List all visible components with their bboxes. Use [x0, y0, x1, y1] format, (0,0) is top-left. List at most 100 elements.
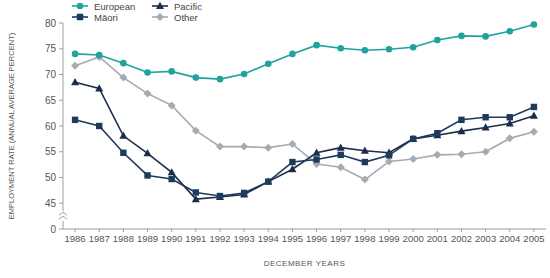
- x-axis-title: DECEMBER YEARS: [264, 259, 346, 268]
- x-tick-label: 1989: [137, 233, 158, 244]
- x-tick: [219, 229, 220, 232]
- data-point: [338, 152, 344, 158]
- data-point: [530, 112, 538, 119]
- data-point: [410, 136, 416, 142]
- y-tick-label: 45: [45, 198, 57, 209]
- data-point: [482, 123, 490, 130]
- data-point: [192, 195, 200, 202]
- data-point: [313, 156, 319, 162]
- x-tick-label: 2001: [427, 233, 448, 244]
- legend-marker: [156, 13, 164, 21]
- y-tick-label: 75: [45, 43, 57, 54]
- data-point: [506, 134, 514, 142]
- data-point: [193, 74, 200, 81]
- data-point: [168, 68, 175, 75]
- x-tick: [99, 229, 100, 232]
- data-point: [337, 143, 345, 150]
- data-point: [288, 165, 296, 172]
- x-tick: [123, 229, 124, 232]
- y-tick-label: 50: [45, 172, 57, 183]
- data-point: [168, 101, 176, 109]
- y-tick-label: 60: [45, 121, 57, 132]
- series-line: [75, 107, 534, 196]
- data-point: [434, 37, 441, 44]
- x-tick-label: 1997: [330, 233, 351, 244]
- data-point: [362, 159, 368, 165]
- data-point: [264, 144, 272, 152]
- data-point: [168, 168, 176, 175]
- data-point: [458, 33, 465, 40]
- x-tick: [147, 229, 148, 232]
- x-tick-label: 1990: [161, 233, 182, 244]
- data-point: [240, 143, 248, 151]
- x-tick-label: 1986: [65, 233, 86, 244]
- data-point: [120, 150, 126, 156]
- x-tick-label: 1992: [209, 233, 230, 244]
- x-tick-label: 2000: [403, 233, 424, 244]
- data-point: [144, 149, 152, 156]
- series-line: [75, 82, 534, 199]
- x-tick: [509, 229, 510, 232]
- data-point: [361, 176, 369, 184]
- legend-marker: [156, 2, 164, 9]
- x-tick-label: 1991: [185, 233, 206, 244]
- x-tick-label: 1987: [89, 233, 110, 244]
- y-tick: [59, 23, 63, 24]
- x-tick: [244, 229, 245, 232]
- data-point: [71, 62, 79, 70]
- data-point: [337, 45, 344, 52]
- x-tick: [413, 229, 414, 232]
- chart-svg: 0455055606570758019861987198819891990199…: [0, 0, 550, 278]
- x-axis-line: [63, 229, 546, 230]
- data-point: [96, 52, 103, 59]
- axis-break-bg: [59, 211, 67, 221]
- y-tick-label: 80: [45, 18, 57, 29]
- y-tick: [59, 74, 63, 75]
- data-point: [531, 104, 537, 110]
- x-tick-label: 1993: [234, 233, 255, 244]
- data-point: [361, 147, 369, 154]
- x-tick: [437, 229, 438, 232]
- x-tick: [292, 229, 293, 232]
- y-tick-label: 55: [45, 146, 57, 157]
- data-point: [168, 176, 174, 182]
- data-point: [217, 193, 223, 199]
- data-point: [386, 46, 393, 53]
- y-tick: [59, 177, 63, 178]
- legend: EuropeanMāoriPacificOther: [72, 1, 202, 23]
- data-point: [362, 47, 369, 54]
- x-tick-label: 2002: [451, 233, 472, 244]
- data-point: [95, 84, 103, 91]
- x-tick: [485, 229, 486, 232]
- data-point: [531, 21, 538, 28]
- data-point: [241, 71, 248, 78]
- data-point: [507, 114, 513, 120]
- x-tick: [171, 229, 172, 232]
- x-tick-label: 1996: [306, 233, 327, 244]
- y-tick: [59, 100, 63, 101]
- x-tick: [195, 229, 196, 232]
- x-tick-label: 2003: [475, 233, 496, 244]
- y-axis-title: EMPLOYMENT RATE (ANNUAL AVERAGE PERCENT): [7, 32, 16, 219]
- data-point: [289, 159, 295, 165]
- data-point: [482, 33, 489, 40]
- data-point: [192, 127, 200, 135]
- x-tick: [340, 229, 341, 232]
- data-point: [119, 74, 127, 82]
- legend-label: Other: [174, 12, 198, 23]
- y-tick: [59, 126, 63, 127]
- y-tick: [59, 229, 63, 230]
- data-point: [144, 69, 151, 76]
- x-tick-label: 2004: [499, 233, 520, 244]
- data-point: [217, 76, 224, 83]
- x-tick-label: 1988: [113, 233, 134, 244]
- x-tick: [389, 229, 390, 232]
- data-point: [313, 42, 320, 49]
- data-point: [288, 140, 296, 148]
- y-tick: [59, 48, 63, 49]
- data-point: [409, 155, 417, 163]
- x-tick: [75, 229, 76, 232]
- data-point: [72, 117, 78, 123]
- data-point: [386, 152, 392, 158]
- x-tick: [268, 229, 269, 232]
